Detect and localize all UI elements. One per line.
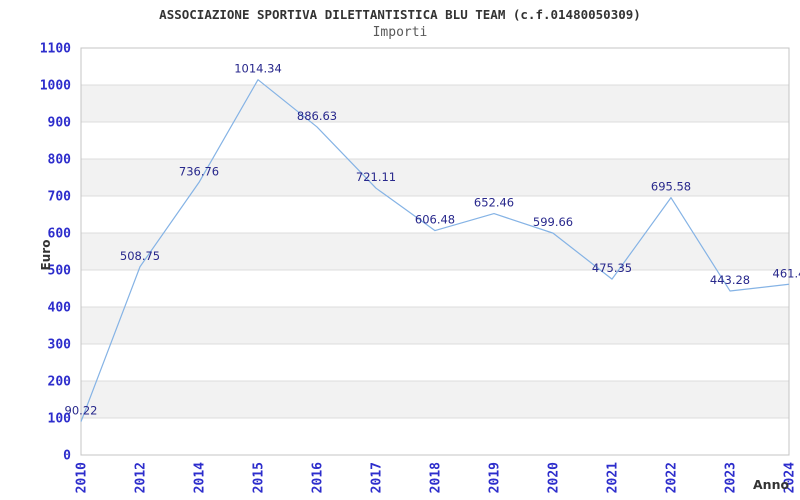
value-label: 1014.34 [234,62,282,76]
value-label: 475.35 [592,261,632,275]
y-axis-title: Euro [39,239,53,271]
x-tick-label: 2018 [429,462,444,493]
x-tick-label: 2019 [488,462,503,493]
y-tick-label: 100 [48,412,72,427]
value-label: 721.11 [356,170,396,184]
plot-border [80,47,790,456]
y-tick-label: 1000 [40,79,71,94]
value-label: 508.75 [120,249,160,263]
x-tick-label: 2015 [252,462,267,493]
value-label: 461.4 [773,266,800,280]
y-tick-label: 500 [48,264,72,279]
y-tick-label: 300 [48,338,72,353]
x-tick-label: 2023 [724,462,739,493]
x-tick-label: 2017 [370,462,385,493]
value-label: 652.46 [474,196,514,210]
x-tick-label: 2020 [547,462,562,493]
y-tick-label: 0 [63,449,71,464]
y-tick-label: 400 [48,301,72,316]
chart-subtitle: Importi [372,25,428,40]
y-tick-label: 700 [48,190,72,205]
value-label: 886.63 [297,109,337,123]
y-tick-label: 200 [48,375,72,390]
grid-band [81,85,789,122]
value-label: 443.28 [710,273,750,287]
value-label: 695.58 [651,180,691,194]
x-axis-title: Anno [753,477,790,492]
grid-band [81,159,789,196]
x-tick-label: 2024 [783,462,798,493]
x-tick-label: 2014 [193,462,208,493]
x-tick-label: 2016 [311,462,326,493]
value-label: 90.22 [65,404,98,418]
x-tick-label: 2012 [134,462,149,493]
grid-band [81,233,789,270]
x-tick-label: 2010 [75,462,90,493]
grid-band [81,307,789,344]
value-label: 606.48 [415,213,455,227]
y-tick-label: 900 [48,116,72,131]
x-tick-label: 2022 [665,462,680,493]
value-label: 599.66 [533,215,573,229]
value-label: 736.76 [179,164,219,178]
y-tick-label: 600 [48,227,72,242]
data-line [80,79,790,422]
y-tick-label: 1100 [40,42,71,57]
chart-title: ASSOCIAZIONE SPORTIVA DILETTANTISTICA BL… [159,7,641,22]
y-tick-label: 800 [48,153,72,168]
grid-band [81,381,789,418]
x-tick-label: 2021 [606,462,621,493]
